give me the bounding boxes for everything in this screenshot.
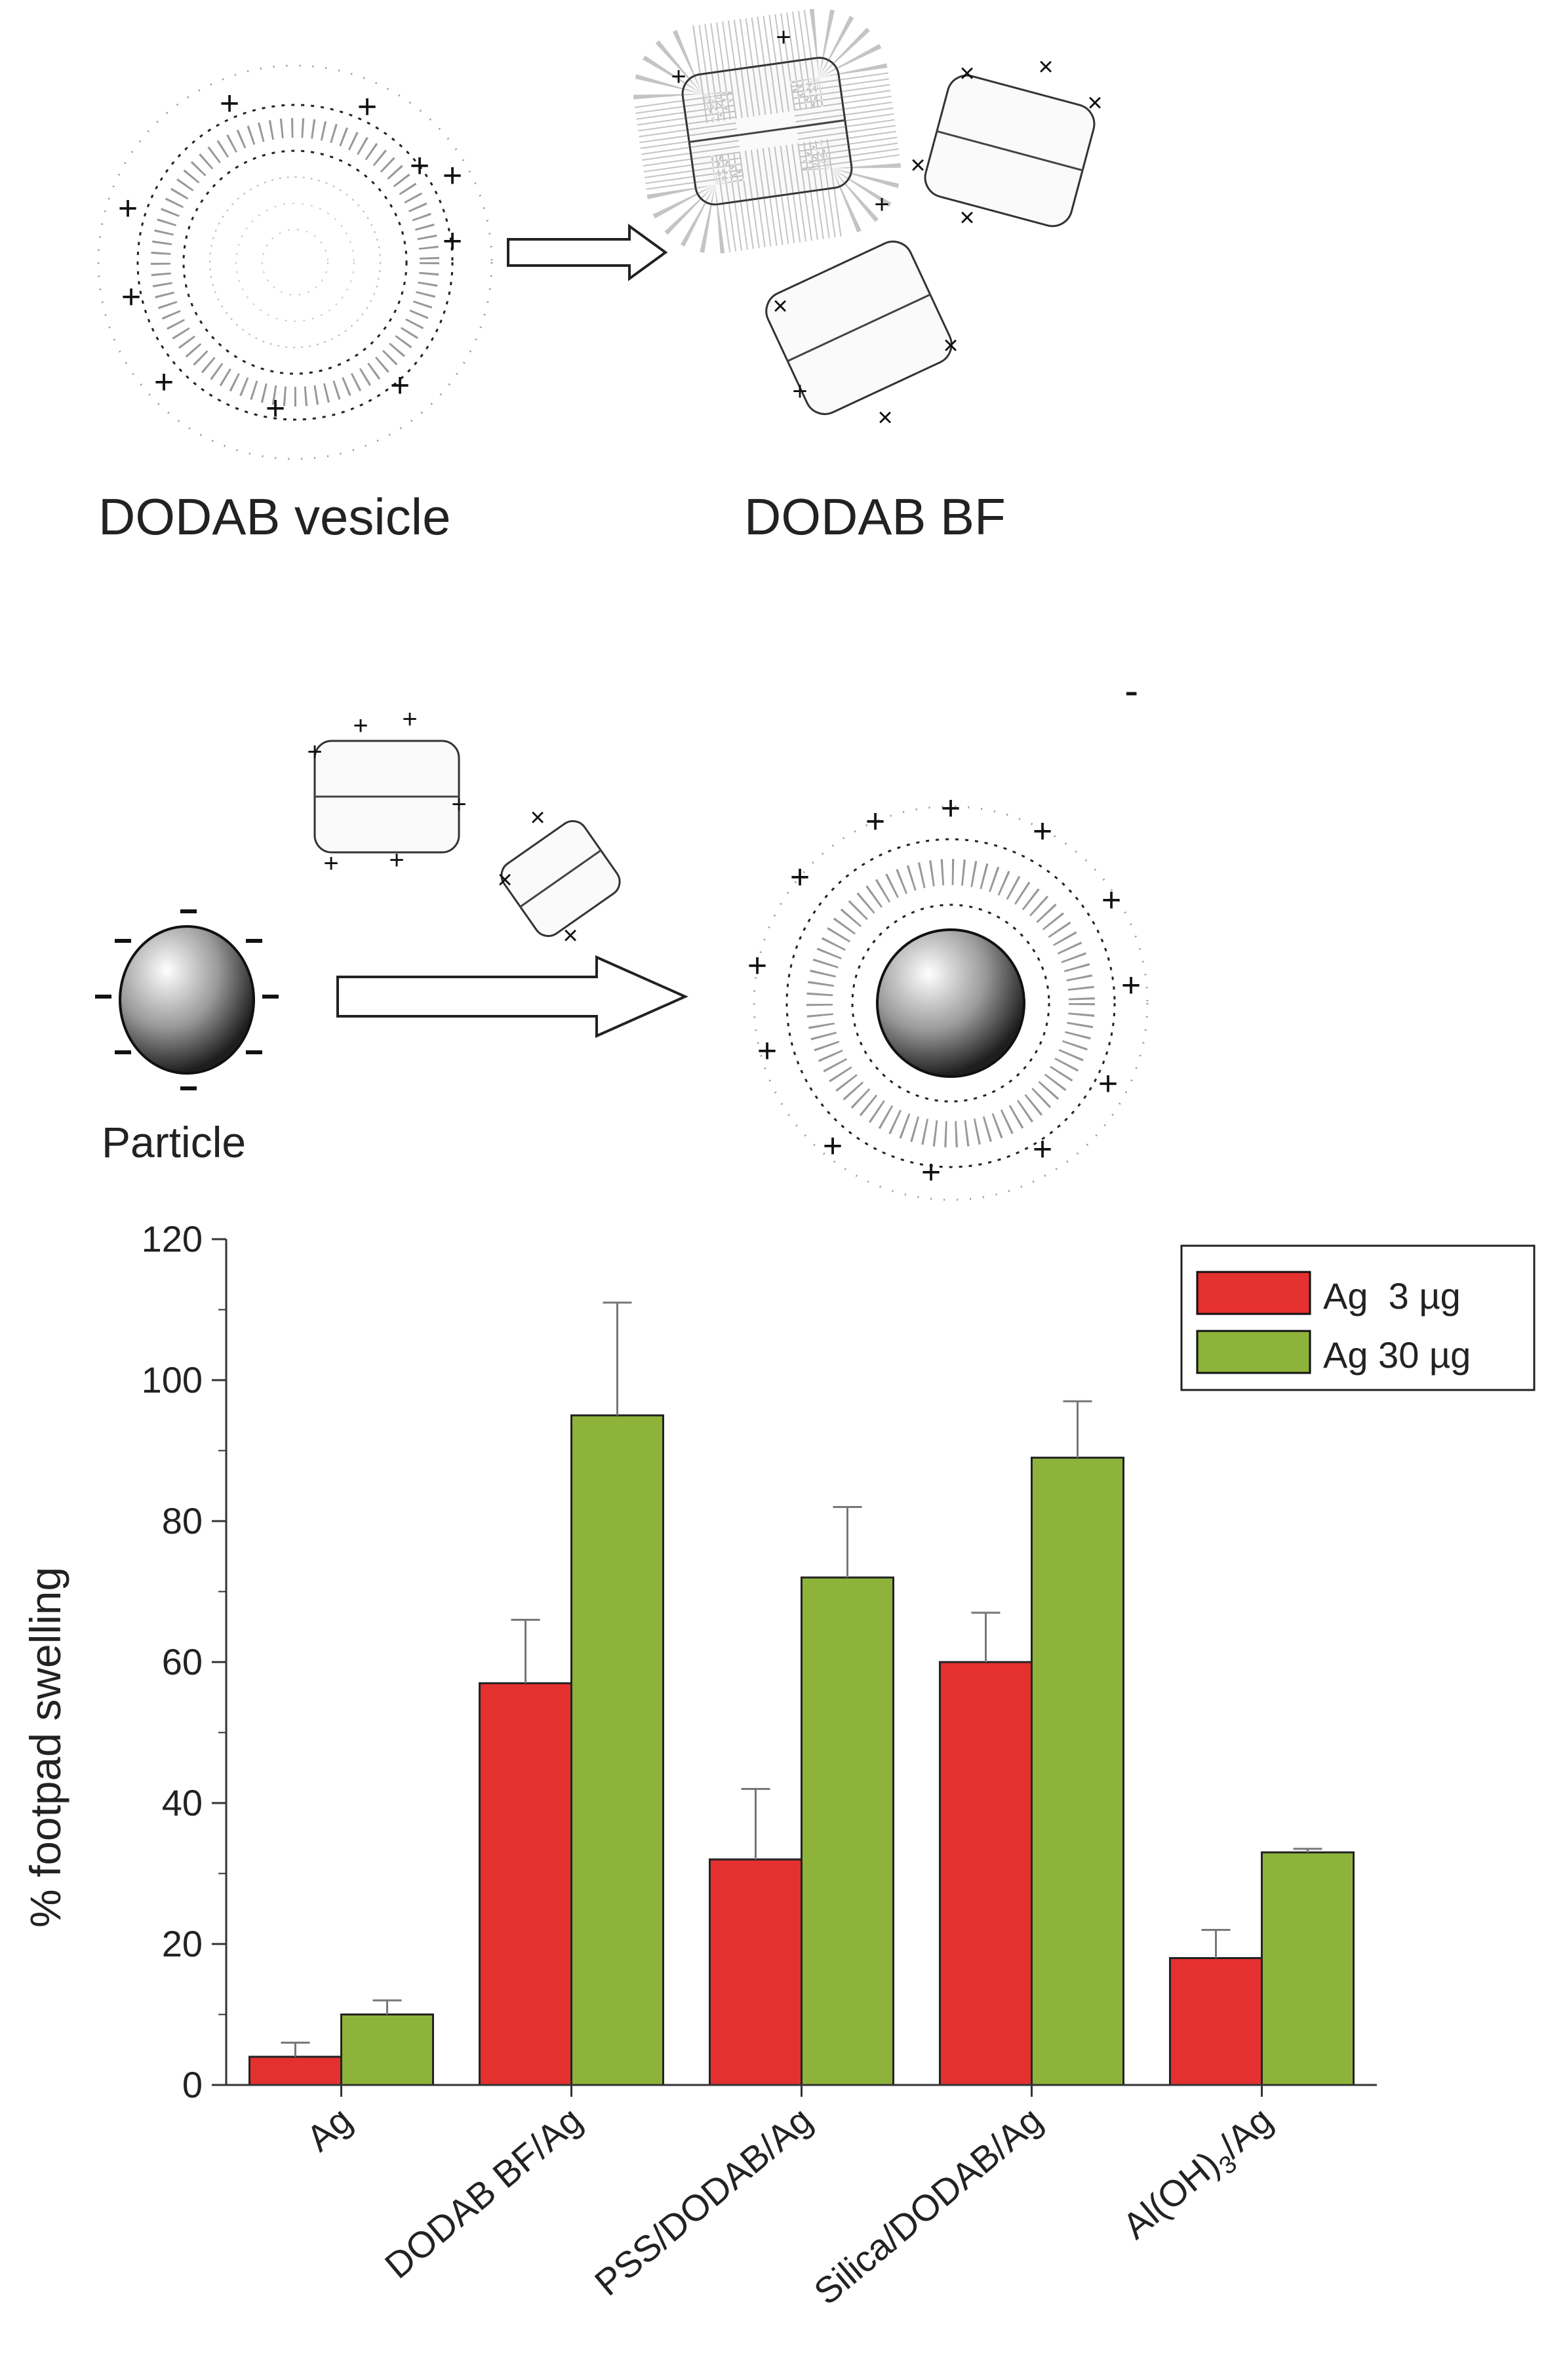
svg-text:+: +: [118, 189, 138, 228]
svg-text:+: +: [921, 1153, 941, 1191]
svg-text:+: +: [757, 1032, 777, 1070]
legend-label-ag-30ug: Ag 30 µg: [1323, 1334, 1471, 1376]
vesicle-plus-charges: + + + + + + + + + +: [118, 85, 462, 427]
svg-text:×: ×: [563, 921, 578, 950]
svg-text:×: ×: [497, 865, 512, 894]
bar-ag-30ug: [1261, 1851, 1355, 2086]
svg-text:×: ×: [959, 203, 974, 232]
bar-ag-3ug: [479, 1682, 572, 2086]
bar-ag-30ug: [801, 1576, 894, 2086]
svg-text:+: +: [790, 858, 810, 896]
transform-arrow-top: [507, 224, 668, 281]
svg-text:+: +: [747, 947, 767, 985]
svg-text:+: +: [323, 849, 338, 878]
svg-text:+: +: [390, 367, 410, 405]
y-tick-label: 120: [142, 1218, 203, 1259]
svg-text:+: +: [121, 278, 141, 316]
bar-ag-3ug: [939, 1661, 1033, 2086]
svg-text:+: +: [1101, 881, 1121, 919]
particle-illustration: [95, 909, 279, 1090]
legend-swatch-ag-30ug: [1196, 1330, 1311, 1374]
svg-text:+: +: [941, 789, 961, 827]
legend-swatch-ag-3ug: [1196, 1271, 1311, 1315]
bilayer-fragment: [633, 9, 901, 254]
svg-text:+: +: [410, 147, 429, 185]
svg-text:×: ×: [959, 59, 974, 88]
svg-text:+: +: [1098, 1065, 1118, 1103]
bilayer-fragment: [924, 74, 1096, 228]
svg-text:+: +: [823, 1127, 843, 1165]
svg-text:+: +: [266, 389, 285, 427]
svg-text:×: ×: [943, 331, 958, 360]
x-axis: Ag DODAB BF/AgPSS/DODAB/AgSilica/DODAB/Ag…: [226, 2084, 1377, 2312]
bar-ag-3ug: [1169, 1957, 1263, 2086]
svg-text:×: ×: [877, 403, 892, 432]
y-tick-label: 80: [162, 1500, 203, 1541]
svg-text:+: +: [357, 88, 377, 126]
minus-charge-mark: -: [1124, 667, 1138, 714]
svg-text:+: +: [874, 190, 889, 219]
footpad-swelling-chart: 0 20 40 60 80 100 120 Ag DODAB BF/AgPSS/DODAB/A…: [21, 1218, 1536, 2312]
x-tick-label: Silica/DODAB/Ag: [806, 2099, 1050, 2312]
svg-text:+: +: [402, 705, 417, 734]
svg-text:×: ×: [530, 803, 545, 832]
y-tick-label: 0: [182, 2064, 203, 2105]
dodab-vesicle-illustration: [97, 64, 493, 460]
svg-text:×: ×: [910, 151, 925, 180]
particle-label: Particle: [102, 1118, 246, 1166]
x-tick-label: DODAB BF/Ag: [377, 2099, 589, 2286]
svg-text:+: +: [451, 790, 466, 819]
y-axis: 0 20 40 60 80 100 120: [142, 1218, 228, 2105]
coated-particle-plus-charges: + + + + + + + + + + + +: [747, 789, 1141, 1191]
y-tick-label: 60: [162, 1641, 203, 1682]
bar-ag-3ug: [248, 2055, 342, 2086]
dodab-bf-label: DODAB BF: [744, 488, 1006, 545]
legend: Ag 3 µg Ag 30 µg: [1180, 1244, 1536, 1391]
svg-text:+: +: [307, 738, 322, 766]
bar-ag-30ug: [1031, 1456, 1124, 2086]
svg-text:+: +: [1033, 1130, 1052, 1168]
svg-text:+: +: [154, 363, 174, 401]
x-tick-label: Al(OH)3/Ag: [1115, 2099, 1284, 2252]
svg-text:×: ×: [1038, 52, 1053, 81]
svg-text:×: ×: [1087, 89, 1102, 117]
svg-text:+: +: [1121, 966, 1141, 1004]
y-axis-label: % footpad swelling: [21, 1567, 69, 1928]
svg-text:+: +: [389, 846, 404, 875]
svg-text:+: +: [443, 157, 462, 195]
y-tick-label: 40: [162, 1782, 203, 1823]
small-bf-fragments: + + + + + + × × ×: [307, 705, 621, 950]
svg-text:+: +: [220, 85, 239, 123]
dodab-vesicle-label: DODAB vesicle: [98, 488, 450, 545]
coated-particle-illustration: [753, 805, 1149, 1201]
svg-text:+: +: [792, 377, 807, 406]
svg-text:×: ×: [772, 292, 787, 321]
svg-text:+: +: [671, 62, 686, 91]
x-tick-label: Ag: [298, 2099, 359, 2159]
bars: [248, 1301, 1355, 2086]
y-tick-label: 100: [142, 1359, 203, 1400]
svg-text:+: +: [865, 803, 885, 841]
svg-text:+: +: [353, 711, 368, 740]
bar-ag-3ug: [709, 1858, 803, 2086]
transform-arrow-middle: [336, 955, 688, 1039]
dodab-bf-fragments: + + + × × × × × × + × ×: [633, 9, 1103, 432]
bar-ag-30ug: [340, 2013, 434, 2086]
bilayer-fragment: [765, 241, 953, 415]
svg-text:+: +: [1033, 812, 1052, 850]
y-tick-label: 20: [162, 1923, 203, 1964]
legend-label-ag-3ug: Ag 3 µg: [1323, 1275, 1461, 1317]
bar-ag-30ug: [570, 1414, 664, 2086]
svg-text:+: +: [443, 222, 462, 260]
x-tick-label: PSS/DODAB/Ag: [587, 2099, 820, 2303]
svg-text:+: +: [776, 23, 791, 52]
